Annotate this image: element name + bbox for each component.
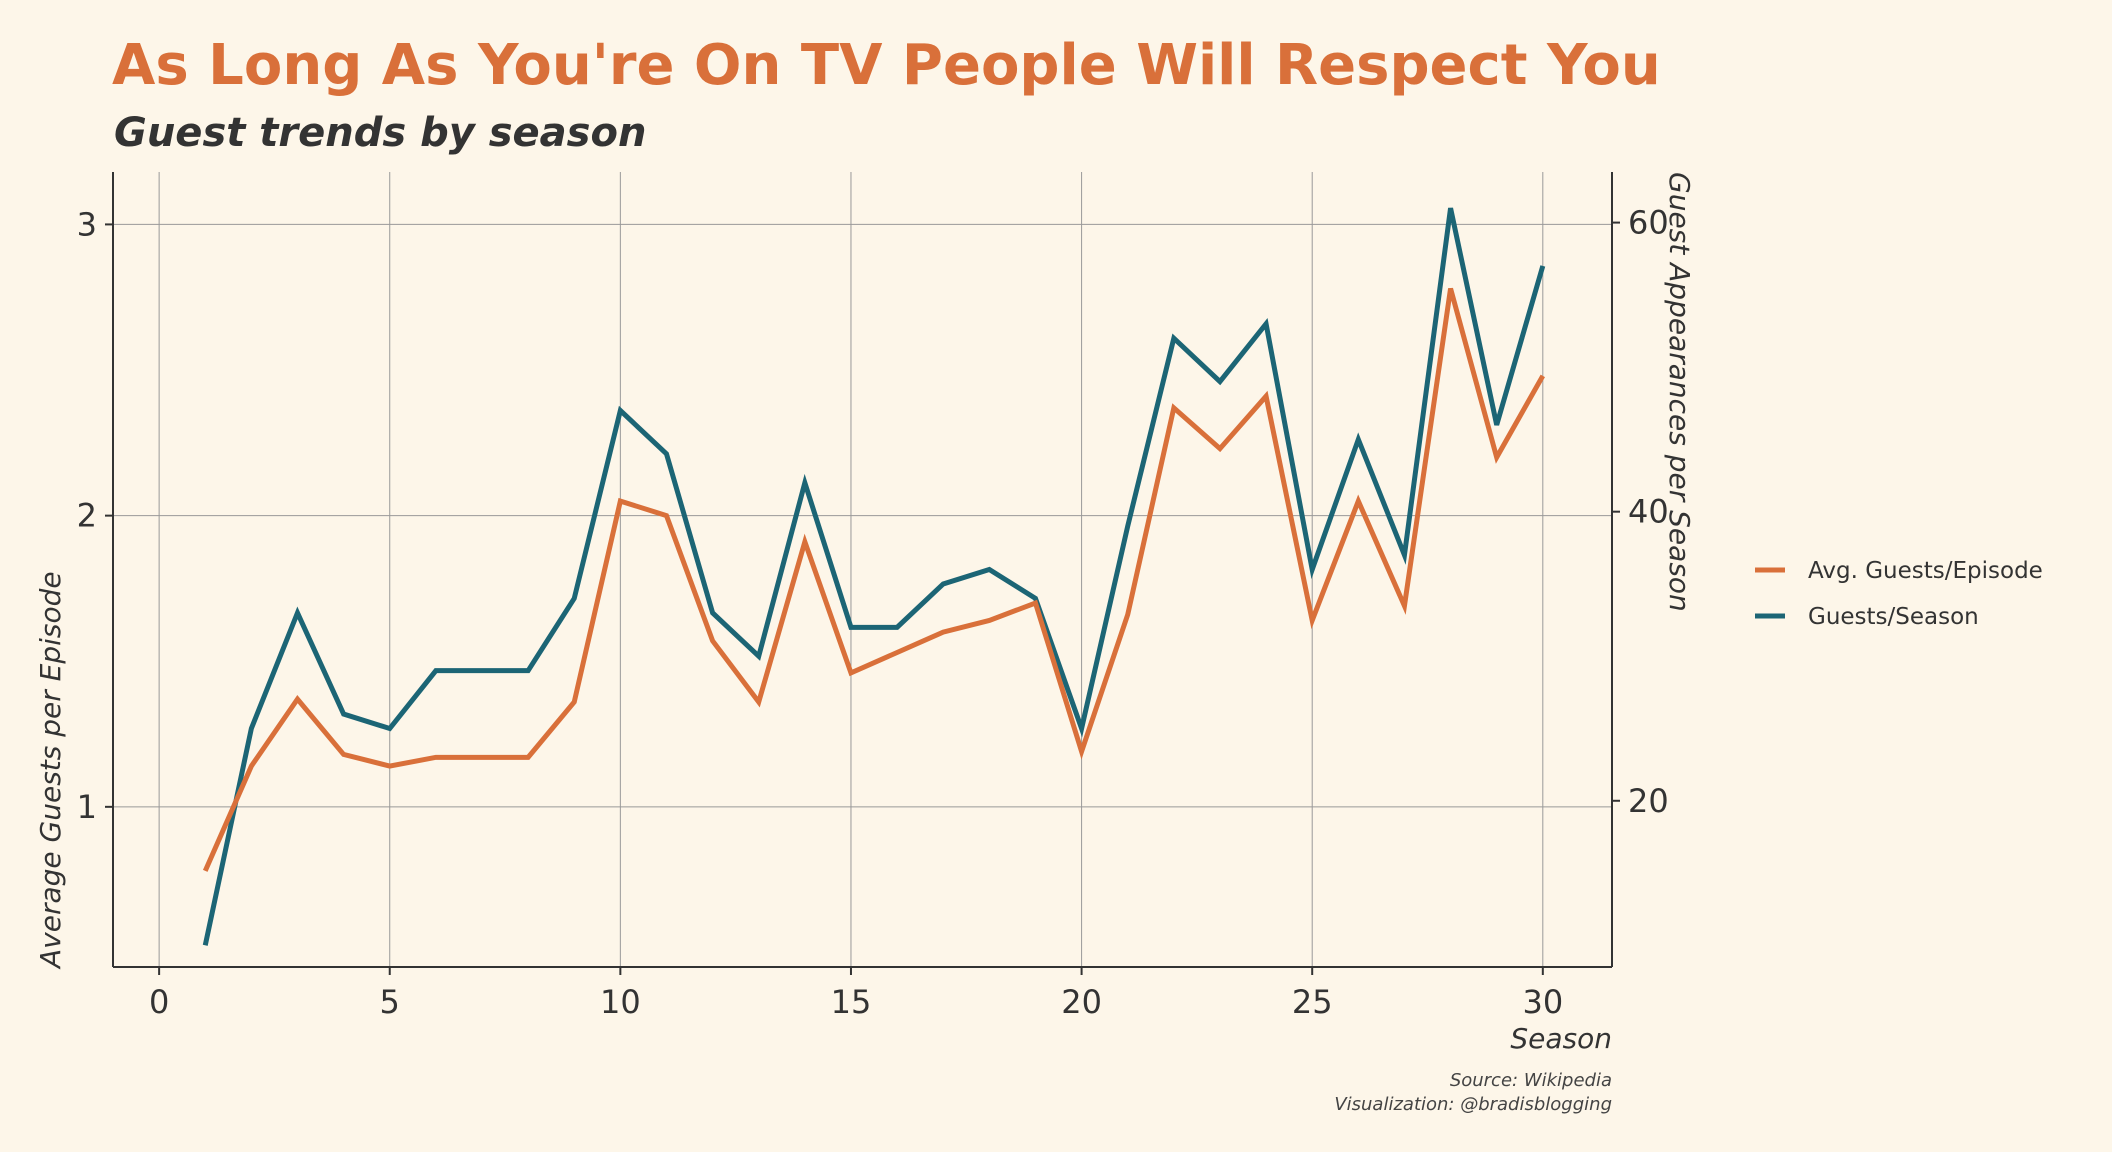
y-left-tick-label: 2 — [77, 497, 97, 535]
legend-label-avg: Avg. Guests/Episode — [1808, 558, 2043, 584]
y-left-tick-label: 1 — [77, 788, 97, 826]
source-text: Source: Wikipedia — [1450, 1070, 1612, 1091]
credit-text: Visualization: @bradisblogging — [1334, 1094, 1612, 1115]
x-tick-label: 25 — [1292, 983, 1333, 1021]
x-tick-label: 30 — [1522, 983, 1563, 1021]
y-right-tick-label: 40 — [1628, 493, 1669, 531]
legend: Avg. Guests/Episode Guests/Season — [1755, 558, 2043, 630]
x-tick-label: 0 — [149, 983, 169, 1021]
legend-label-season: Guests/Season — [1808, 604, 1979, 630]
y-right-tick-label: 20 — [1628, 782, 1669, 820]
y-right-label: Guest Appearances per Season — [1663, 172, 1696, 612]
series-line-avg-guests-episode — [202, 287, 1545, 872]
axes: 0 5 10 15 20 25 30 1 2 3 20 40 60 — [77, 172, 1669, 1021]
x-tick-label: 10 — [600, 983, 641, 1021]
x-tick-label: 15 — [831, 983, 872, 1021]
series-line-guests-season — [202, 207, 1546, 946]
x-axis-label: Season — [1510, 1022, 1612, 1055]
series-lines — [202, 207, 1546, 946]
chart-title: As Long As You're On TV People Will Resp… — [112, 33, 1661, 98]
y-left-label: Average Guests per Episode — [34, 571, 67, 970]
x-tick-label: 20 — [1061, 983, 1102, 1021]
y-right-tick-label: 60 — [1628, 204, 1669, 242]
chart-subtitle: Guest trends by season — [114, 110, 646, 156]
x-tick-label: 5 — [380, 983, 400, 1021]
y-left-tick-label: 3 — [77, 205, 97, 243]
